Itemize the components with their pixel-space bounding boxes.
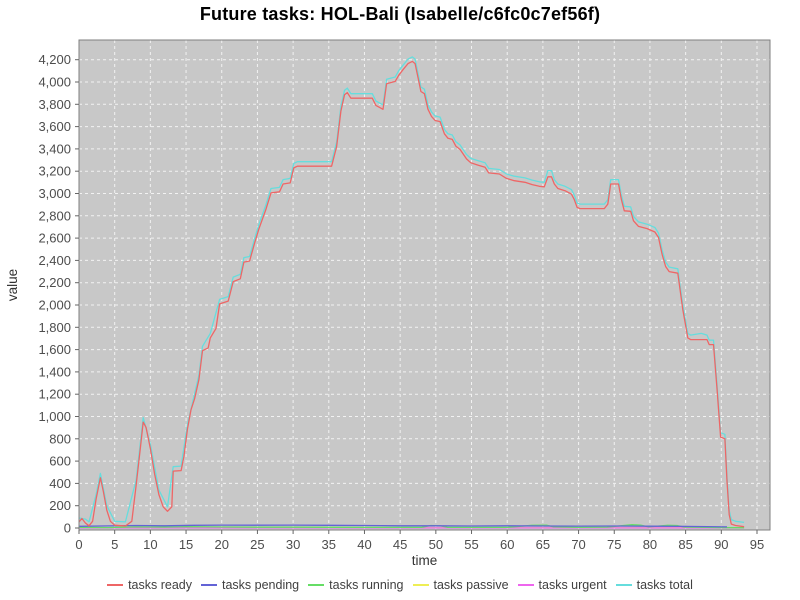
svg-text:75: 75	[607, 537, 621, 552]
svg-text:1,600: 1,600	[38, 342, 71, 357]
svg-text:2,400: 2,400	[38, 253, 71, 268]
svg-text:15: 15	[179, 537, 193, 552]
legend-item-tasks-passive: tasks passive	[412, 578, 509, 592]
plot-border	[78, 39, 771, 531]
x-axis-tick-labels: 0 5 10 15 20 25 30 35 40 45 50 55 60 65 70 75 80 85 90 95	[75, 530, 764, 552]
svg-text:800: 800	[49, 431, 71, 446]
svg-text:2,000: 2,000	[38, 298, 71, 313]
svg-text:40: 40	[357, 537, 371, 552]
svg-text:3,600: 3,600	[38, 119, 71, 134]
svg-text:400: 400	[49, 476, 71, 491]
svg-text:1,800: 1,800	[38, 320, 71, 335]
svg-text:30: 30	[286, 537, 300, 552]
legend-label: tasks total	[636, 578, 693, 592]
plot-background	[79, 40, 770, 530]
legend-swatch-icon	[412, 584, 429, 586]
series-lines	[78, 56, 745, 529]
svg-text:70: 70	[571, 537, 585, 552]
svg-text:3,000: 3,000	[38, 186, 71, 201]
legend-item-tasks-urgent: tasks urgent	[517, 578, 607, 592]
legend-item-tasks-ready: tasks ready	[107, 578, 192, 592]
y-axis-label: value	[5, 269, 20, 301]
svg-text:0: 0	[64, 521, 71, 536]
legend-item-tasks-running: tasks running	[308, 578, 404, 592]
svg-text:55: 55	[464, 537, 478, 552]
svg-text:1,000: 1,000	[38, 409, 71, 424]
legend-swatch-icon	[201, 584, 217, 586]
series-line-tasks-total	[78, 56, 745, 524]
svg-text:0: 0	[75, 537, 82, 552]
chart-title: Future tasks: HOL-Bali (Isabelle/c6fc0c7…	[199, 4, 601, 24]
legend-label: tasks urgent	[538, 578, 607, 592]
svg-text:25: 25	[250, 537, 264, 552]
svg-text:2,200: 2,200	[38, 275, 71, 290]
svg-text:4,000: 4,000	[38, 75, 71, 90]
legend-swatch-icon	[107, 584, 124, 586]
legend-label: tasks ready	[128, 578, 192, 592]
svg-text:200: 200	[49, 498, 71, 513]
svg-text:50: 50	[429, 537, 443, 552]
svg-text:2,800: 2,800	[38, 208, 71, 223]
svg-text:3,200: 3,200	[38, 164, 71, 179]
svg-text:95: 95	[750, 537, 764, 552]
svg-text:1,200: 1,200	[38, 387, 71, 402]
svg-text:65: 65	[536, 537, 550, 552]
svg-text:85: 85	[678, 537, 692, 552]
svg-text:90: 90	[714, 537, 728, 552]
svg-text:60: 60	[500, 537, 514, 552]
svg-text:600: 600	[49, 454, 71, 469]
svg-text:1,400: 1,400	[38, 364, 71, 379]
svg-text:45: 45	[393, 537, 407, 552]
svg-text:80: 80	[643, 537, 657, 552]
legend-swatch-icon	[517, 584, 534, 586]
svg-text:10: 10	[143, 537, 157, 552]
legend-label: tasks pending	[222, 578, 300, 592]
svg-text:4,200: 4,200	[38, 52, 71, 67]
series-line-tasks-pending	[78, 524, 728, 528]
legend-item-tasks-total: tasks total	[615, 578, 693, 592]
legend-label: tasks passive	[433, 578, 509, 592]
legend-swatch-icon	[615, 584, 632, 586]
svg-text:3,800: 3,800	[38, 97, 71, 112]
legend-label: tasks running	[329, 578, 404, 592]
legend-item-tasks-pending: tasks pending	[201, 578, 299, 592]
svg-text:2,600: 2,600	[38, 231, 71, 246]
y-axis-tick-labels: 0 200 400 600 800 1,000 1,200 1,400 1,600 1,800 2,…	[38, 52, 79, 536]
svg-text:3,400: 3,400	[38, 141, 71, 156]
svg-text:20: 20	[215, 537, 229, 552]
svg-text:35: 35	[322, 537, 336, 552]
series-line-tasks-ready	[78, 60, 745, 528]
svg-text:5: 5	[111, 537, 118, 552]
series-line-tasks-running	[78, 524, 745, 529]
legend-swatch-icon	[308, 584, 325, 586]
x-axis-label: time	[412, 553, 438, 568]
chart-legend: tasks ready tasks pending tasks running tas…	[0, 578, 800, 592]
